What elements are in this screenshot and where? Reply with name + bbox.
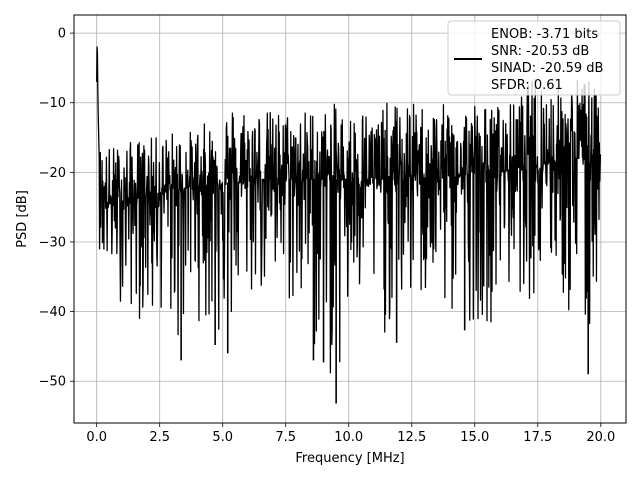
y-axis-label: PSD [dB] [15,190,30,248]
legend-sinad-text: SINAD: -20.59 dB [491,61,603,76]
legend-enob-text: ENOB: -3.71 bits [491,27,598,42]
y-tick-label: −20 [39,166,66,181]
x-tick-label: 10.0 [334,430,363,445]
x-tick-label: 12.5 [397,430,426,445]
x-tick-label: 5.0 [212,430,233,445]
x-tick-label: 7.5 [275,430,296,445]
y-tick-label: −50 [39,375,66,390]
x-tick-label: 20.0 [586,430,615,445]
x-tick-label: 15.0 [460,430,489,445]
x-tick-label: 17.5 [523,430,552,445]
legend: ENOB: -3.71 bits SNR: -20.53 dB SINAD: -… [447,20,621,96]
x-tick-label: 2.5 [149,430,170,445]
legend-sfdr-text: SFDR: 0.61 [491,78,563,93]
y-tick-label: −30 [39,235,66,250]
psd-series-area [96,46,602,404]
y-tick-label: −10 [39,96,66,111]
axis-ticks: 0.0 2.5 5.0 7.5 10.0 12.5 15.0 17.5 20.0 0 −10 −20 −… [39,27,616,445]
x-tick-label: 0.0 [86,430,107,445]
y-tick-label: −40 [39,305,66,320]
plot-frame [73,14,627,424]
legend-box [447,20,621,96]
legend-snr-text: SNR: -20.53 dB [491,44,589,59]
x-axis-label: Frequency [MHz] [295,451,404,466]
y-tick-label: 0 [58,27,66,42]
